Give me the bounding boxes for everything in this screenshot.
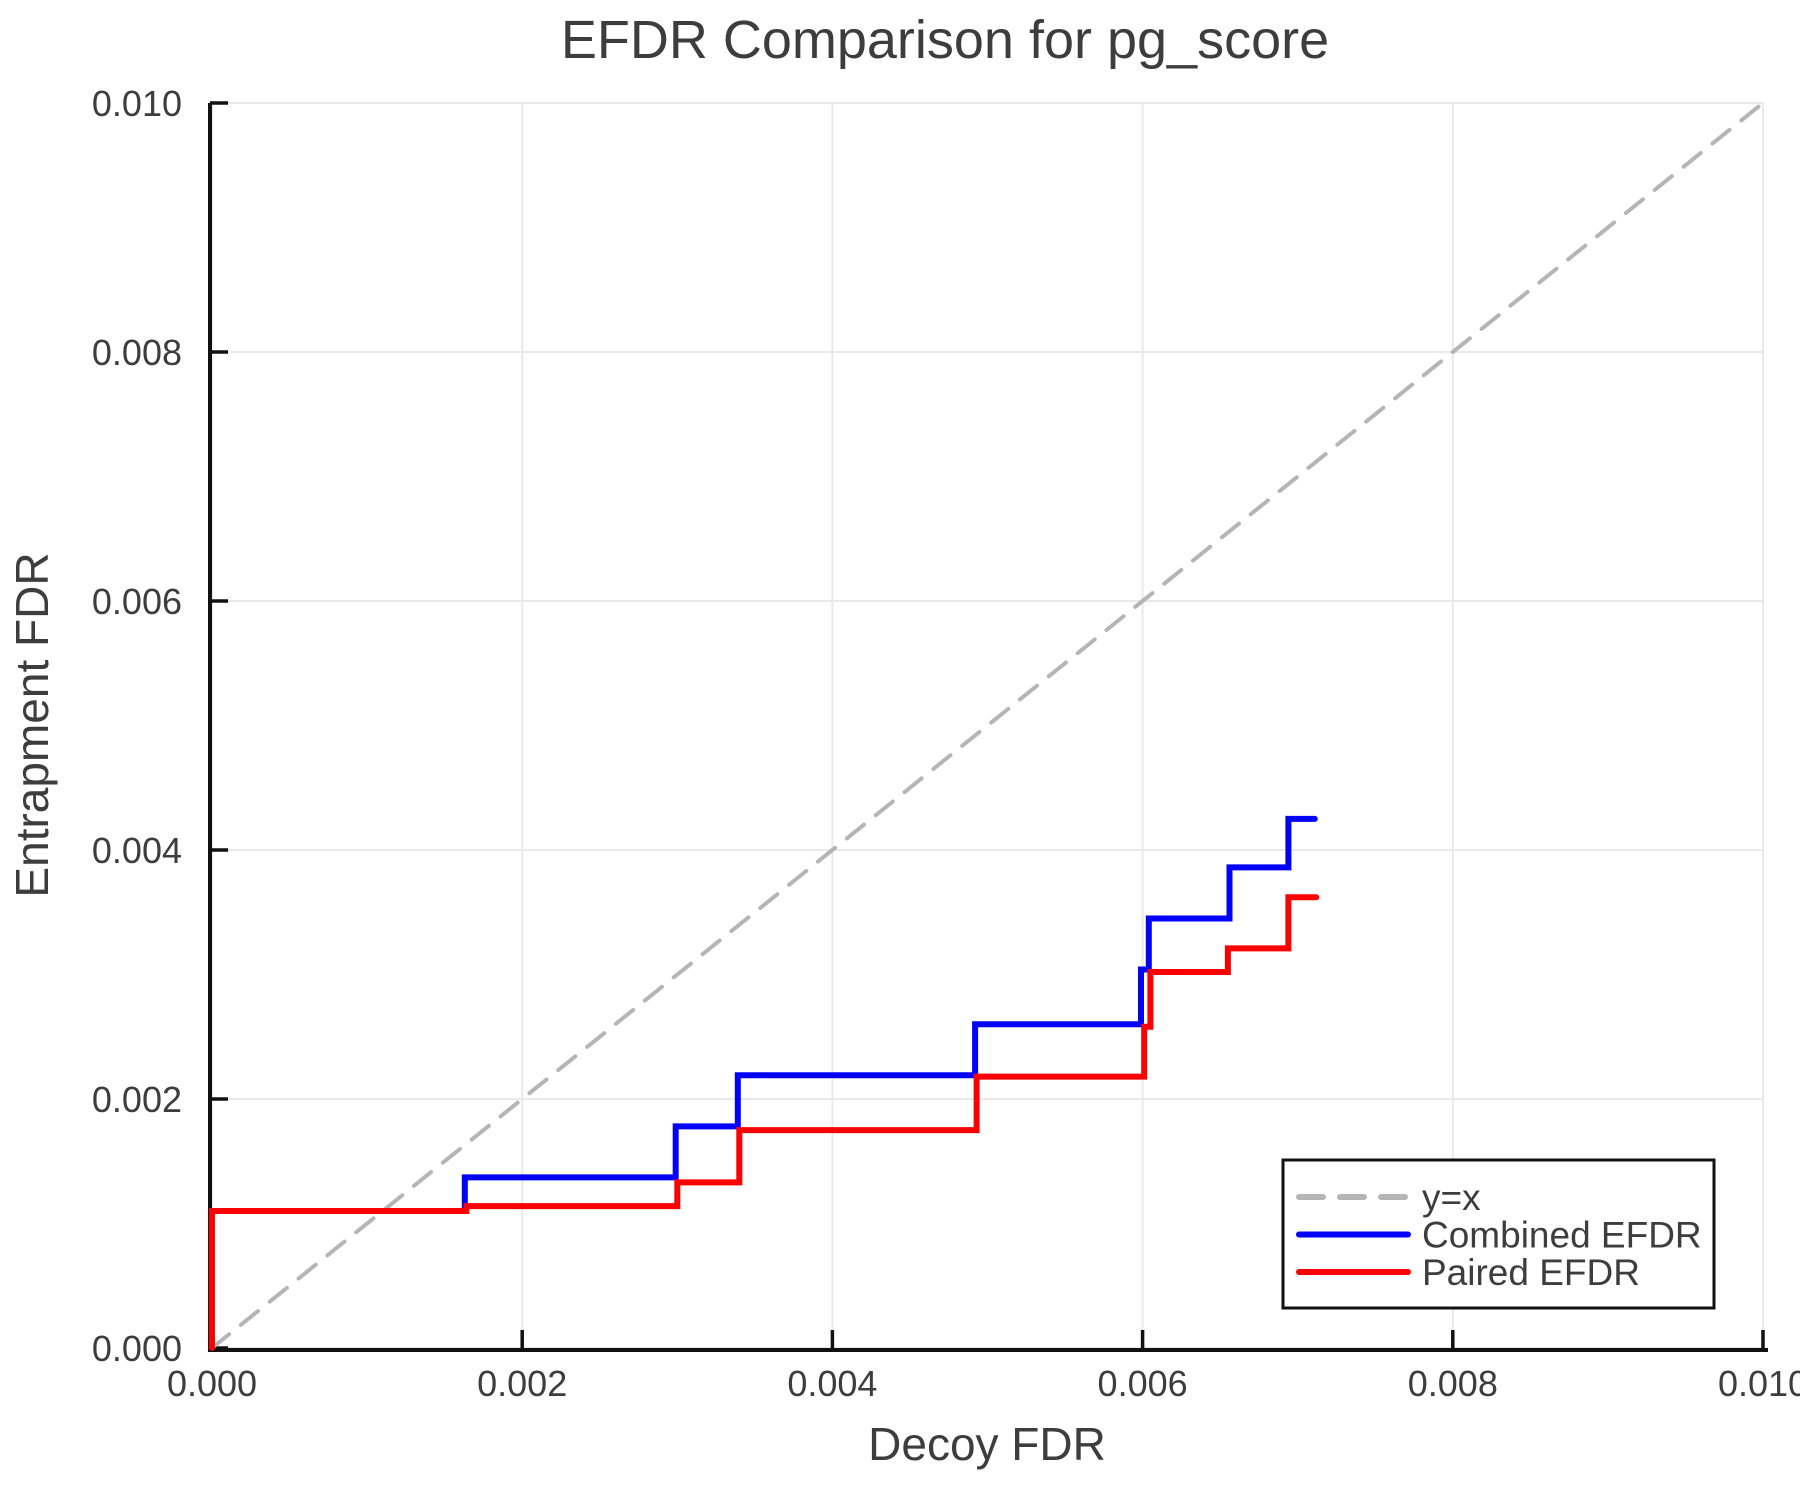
series-line-paired-efdr	[209, 894, 1320, 1351]
x-tick-label: 0.010	[1718, 1363, 1800, 1404]
series-line-combined-efdr	[209, 815, 1318, 1351]
legend-item-label: y=x	[1422, 1177, 1481, 1218]
y-tick-label: 0.006	[92, 581, 182, 622]
x-tick-label: 0.008	[1408, 1363, 1498, 1404]
y-tick-label: 0.008	[92, 332, 182, 373]
legend-item-y-x: y=x	[1296, 1177, 1481, 1218]
y-tick-label: 0.000	[92, 1328, 182, 1369]
legend-item-paired-efdr: Paired EFDR	[1296, 1252, 1640, 1293]
legend-item-label: Combined EFDR	[1422, 1215, 1702, 1256]
y-tick-label: 0.004	[92, 830, 182, 871]
chart-title: EFDR Comparison for pg_score	[561, 10, 1329, 70]
series-line-y-x	[210, 101, 1765, 1350]
x-tick-label: 0.000	[167, 1363, 257, 1404]
y-axis-label: Entrapment FDR	[6, 552, 58, 897]
axes: 0.000 0.002 0.004 0.006 0.008 0.010 0.000 0.002…	[92, 83, 1800, 1404]
legend-item-combined-efdr: Combined EFDR	[1296, 1215, 1702, 1256]
series-lines	[209, 101, 1765, 1351]
y-tick-label: 0.002	[92, 1079, 182, 1120]
x-tick-label: 0.006	[1098, 1363, 1188, 1404]
x-tick-label: 0.002	[477, 1363, 567, 1404]
legend-item-label: Paired EFDR	[1422, 1252, 1640, 1293]
x-tick-label: 0.004	[787, 1363, 877, 1404]
x-axis-label: Decoy FDR	[868, 1418, 1106, 1470]
y-tick-label: 0.010	[92, 83, 182, 124]
